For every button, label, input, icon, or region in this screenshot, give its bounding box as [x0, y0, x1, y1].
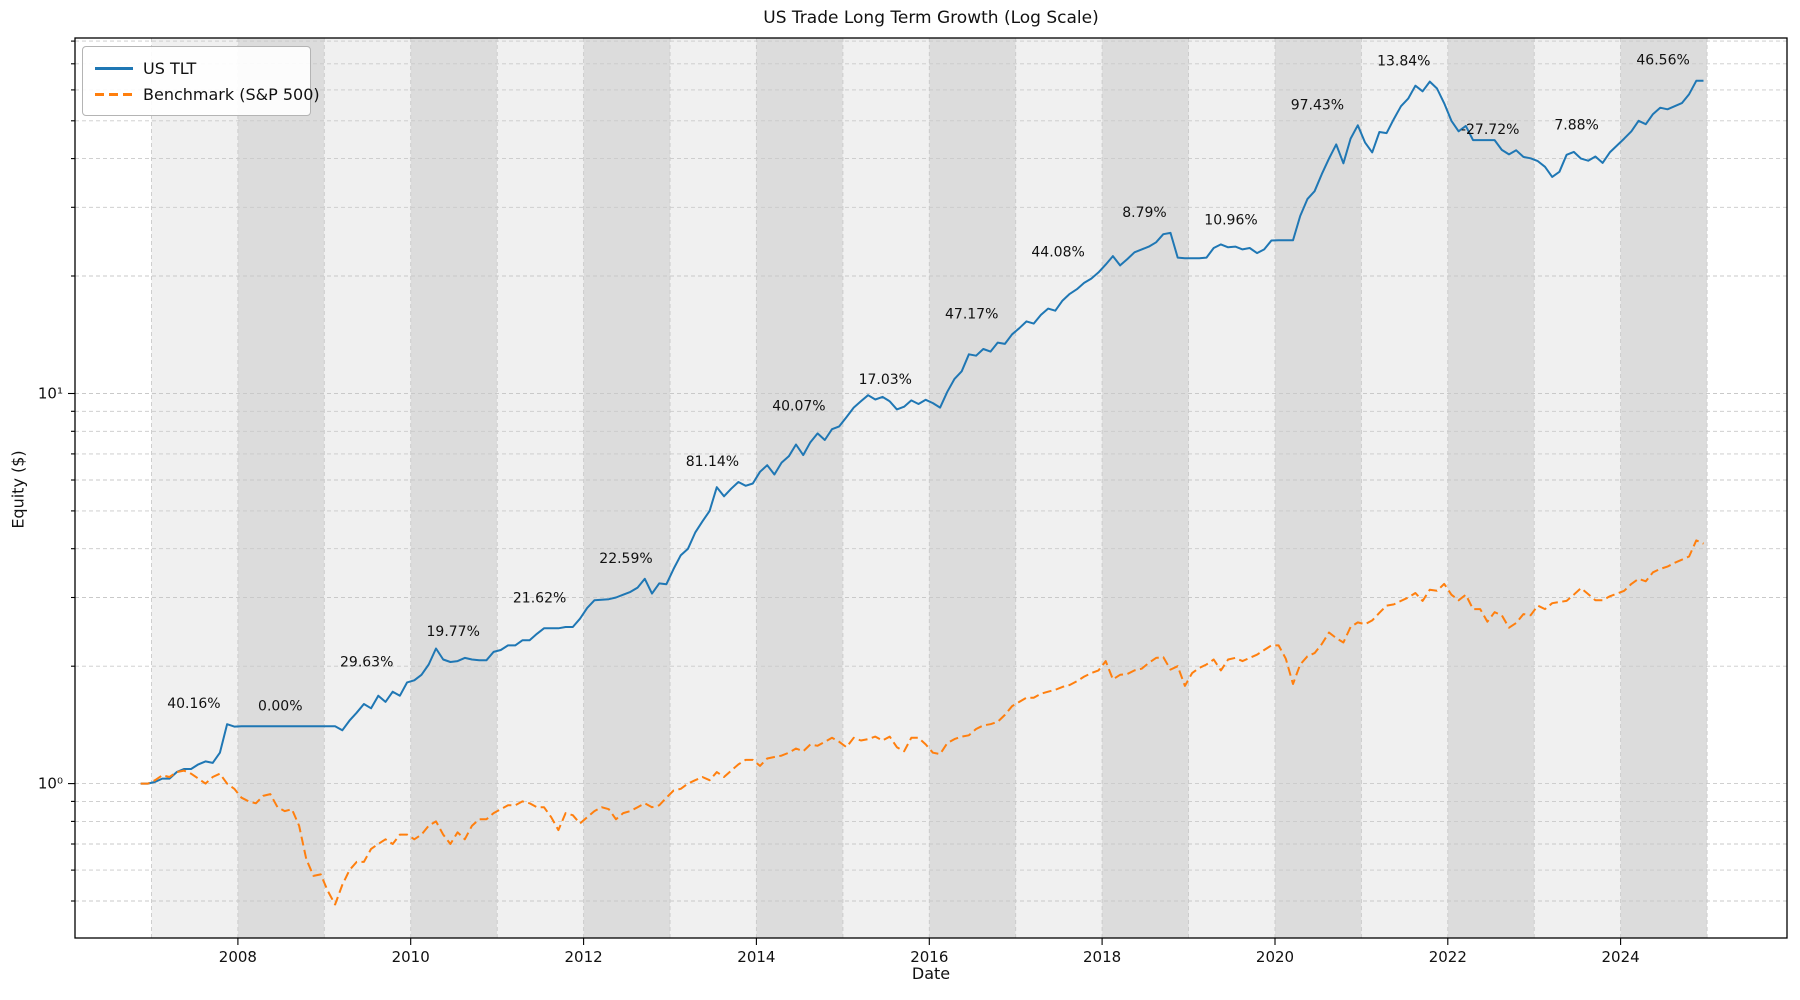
year-band-2018 [1102, 38, 1189, 938]
year-band-2024 [1620, 38, 1707, 938]
annotation-labels: 40.16% 0.00% 29.63% 19.77% 21.62% 22.59% 81.14… [167, 53, 1690, 715]
year-band-2023 [1534, 38, 1621, 938]
x-tick-label-2014: 2014 [737, 948, 775, 966]
y-tick-label-10: 10¹ [38, 385, 63, 403]
x-tick-label-2022: 2022 [1429, 948, 1467, 966]
year-band-2007 [151, 38, 238, 938]
annotation-2023: 7.88% [1554, 118, 1598, 134]
annotation-2014: 40.07% [772, 398, 825, 414]
annotation-2008: 0.00% [258, 698, 302, 714]
annotation-2010: 19.77% [427, 624, 480, 640]
year-band-2011 [497, 38, 584, 938]
legend-entry-benchmark: Benchmark (S&P 500) [89, 81, 320, 107]
plot-border [74, 37, 1788, 939]
year-band-2016 [929, 38, 1016, 938]
us-tlt-line [140, 79, 1704, 785]
benchmark-line-sample-icon [95, 92, 133, 96]
year-band-2014 [756, 38, 843, 938]
year-band-2017 [1015, 38, 1103, 938]
annotation-2018: 8.79% [1122, 205, 1166, 221]
annotation-2024: 46.56% [1636, 53, 1689, 69]
year-band-2019 [1188, 38, 1275, 938]
x-tick-label-2020: 2020 [1256, 948, 1294, 966]
year-band-2008 [237, 38, 325, 938]
annotation-2015: 17.03% [859, 372, 912, 388]
annotation-2012: 22.59% [599, 551, 652, 567]
annotation-2020: 97.43% [1291, 97, 1344, 113]
year-band-2012 [583, 38, 670, 938]
x-axis-label: Date [911, 964, 951, 983]
annotation-2017: 44.08% [1031, 244, 1084, 260]
benchmark-line [140, 539, 1704, 906]
year-band-2009 [324, 38, 411, 938]
x-tick-label-2016: 2016 [910, 948, 948, 966]
y-tick-label-1: 10⁰ [38, 775, 63, 793]
legend-label: US TLT [143, 58, 197, 78]
x-tick-label-2018: 2018 [1083, 948, 1121, 966]
x-tick-label-2008: 2008 [219, 948, 257, 966]
year-band-2010 [410, 38, 498, 938]
grid-lines [75, 38, 1787, 938]
annotation-2016: 47.17% [945, 306, 998, 322]
us-tlt-line-sample-icon [95, 66, 133, 70]
x-tick-labels: 2008 2010 2012 2014 2016 2018 2020 2022 2024 [219, 948, 1640, 966]
x-tick-label-2010: 2010 [392, 948, 430, 966]
legend-entry-us-tlt: US TLT [89, 55, 304, 81]
year-bands [151, 38, 1707, 938]
series-layer [140, 79, 1704, 906]
legend-label: Benchmark (S&P 500) [143, 84, 320, 104]
annotation-2009: 29.63% [340, 654, 393, 670]
annotation-2019: 10.96% [1204, 213, 1257, 229]
tick-marks [68, 40, 1622, 945]
year-band-2013 [670, 38, 757, 938]
annotation-2022: -27.72% [1461, 122, 1519, 138]
y-tick-labels: 10⁰ 10¹ [38, 385, 63, 793]
legend: US TLT Benchmark (S&P 500) [82, 46, 320, 116]
annotation-2007: 40.16% [167, 696, 220, 712]
x-tick-label-2012: 2012 [565, 948, 603, 966]
annotation-2011: 21.62% [513, 591, 566, 607]
year-band-2015 [842, 38, 930, 938]
y-axis-label: Equity ($) [8, 450, 28, 529]
annotation-2013: 81.14% [686, 454, 739, 470]
x-tick-label-2024: 2024 [1602, 948, 1640, 966]
year-band-2022 [1447, 38, 1535, 938]
year-band-2020 [1275, 38, 1362, 938]
annotation-2021: 13.84% [1377, 54, 1430, 70]
year-band-2021 [1361, 38, 1448, 938]
chart-title: US Trade Long Term Growth (Log Scale) [763, 8, 1099, 28]
